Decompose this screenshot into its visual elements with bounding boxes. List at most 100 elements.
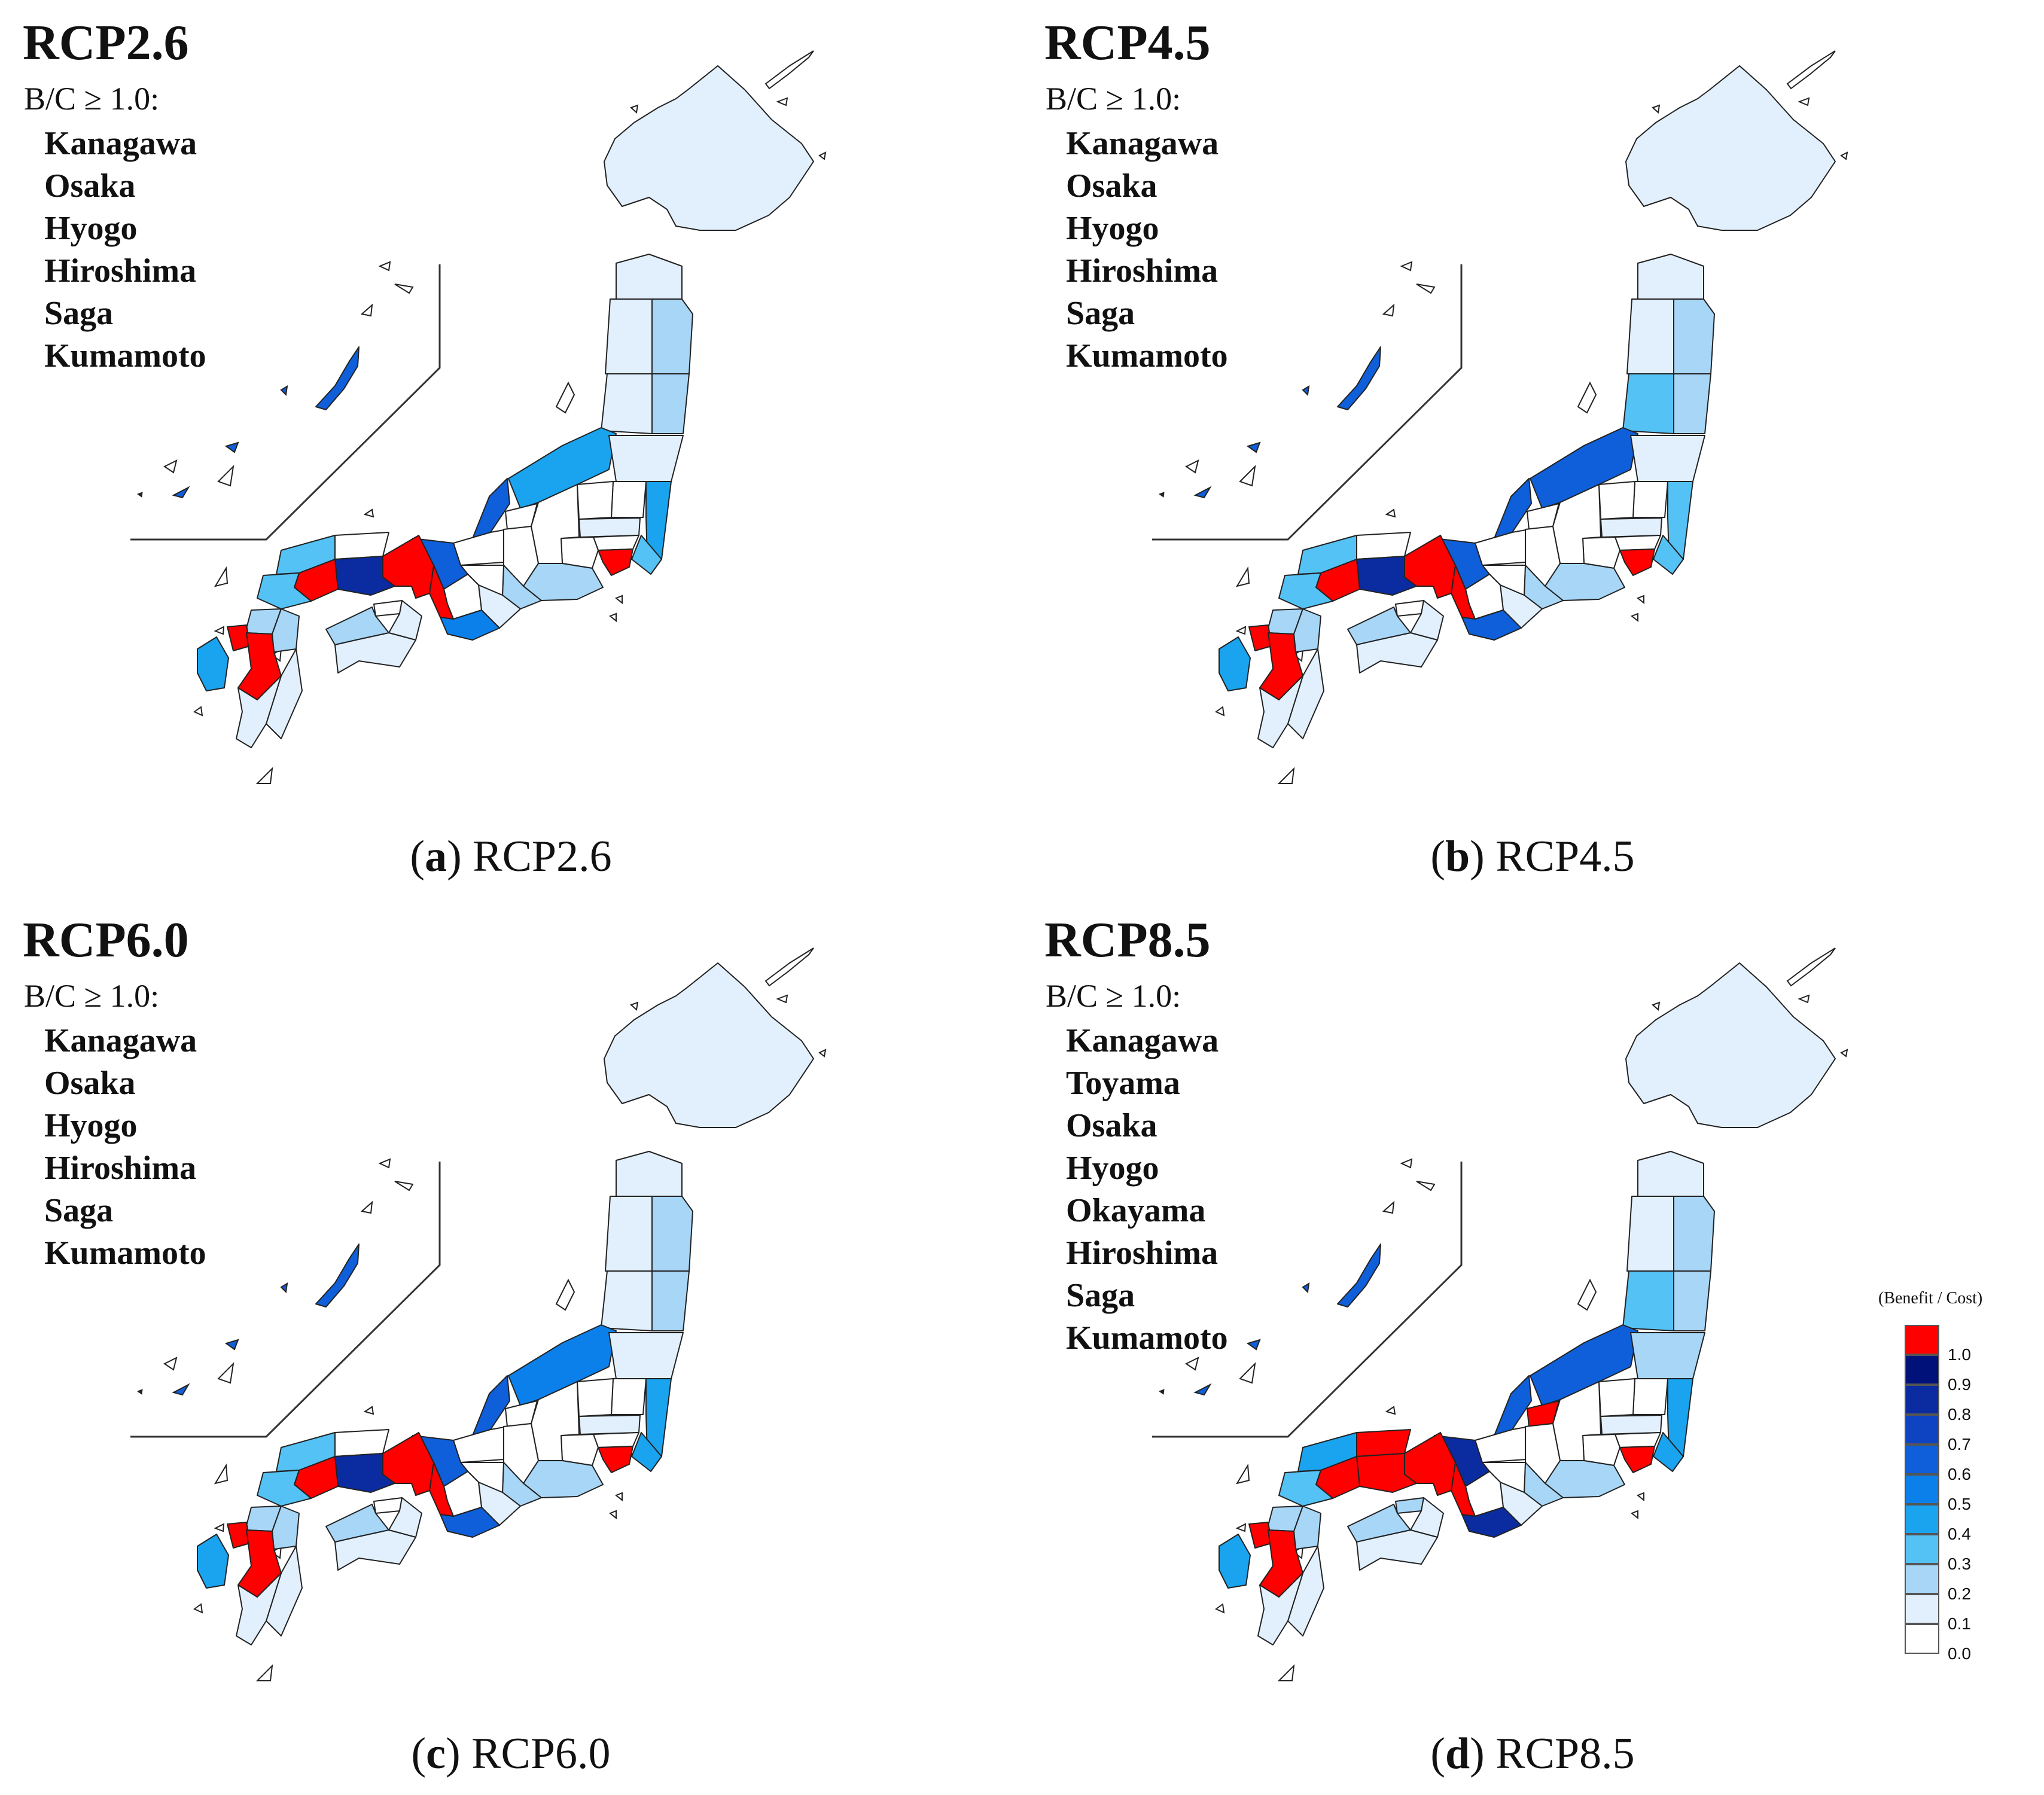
minor-island bbox=[1385, 508, 1396, 518]
minor-island bbox=[1416, 284, 1436, 294]
prefecture-kochi bbox=[1356, 1529, 1438, 1571]
caption-letter: c bbox=[426, 1729, 446, 1778]
prefecture-wakayama bbox=[440, 609, 500, 641]
caption-text: RCP8.5 bbox=[1495, 1729, 1635, 1778]
minor-island bbox=[163, 1357, 178, 1371]
caption-text: RCP4.5 bbox=[1495, 832, 1635, 881]
prefecture-yamaguchi bbox=[257, 572, 312, 609]
minor-island bbox=[214, 1463, 229, 1485]
legend-value: 0.0 bbox=[1948, 1644, 1971, 1663]
minor-island bbox=[818, 1049, 827, 1058]
prefecture-kagoshima bbox=[236, 675, 282, 748]
minor-island bbox=[255, 1664, 273, 1681]
japan-map-c bbox=[130, 947, 827, 1681]
minor-island bbox=[1416, 1181, 1436, 1191]
prefecture-tottori bbox=[1356, 532, 1411, 560]
prefecture-list: Kanagawa Osaka Hyogo Hiroshima Saga Kumamoto bbox=[44, 123, 206, 377]
map-panel-c: RCP6.0 B/C ≥ 1.0: Kanagawa Osaka Hyogo Hirosh… bbox=[0, 897, 1022, 1794]
minor-island bbox=[1798, 97, 1810, 106]
prefecture-akita bbox=[1626, 1196, 1674, 1272]
prefecture-nagasaki bbox=[197, 1534, 229, 1589]
prefecture-tokyo bbox=[1615, 535, 1661, 551]
prefecture-kanagawa bbox=[598, 1446, 633, 1473]
prefecture-list-item: Kumamoto bbox=[1066, 337, 1228, 374]
map-panel-a: RCP2.6 B/C ≥ 1.0: Kanagawa Osaka Hyogo Hirosh… bbox=[0, 0, 1022, 897]
prefecture-list-item: Osaka bbox=[44, 167, 136, 205]
prefecture-fukushima bbox=[608, 1332, 684, 1379]
prefecture-list-item: Hyogo bbox=[1066, 210, 1159, 247]
prefecture-hokkaido bbox=[604, 962, 814, 1128]
prefecture-list-item: Hiroshima bbox=[1066, 252, 1219, 289]
minor-island bbox=[1631, 1510, 1638, 1520]
okinawa-islet bbox=[136, 1389, 143, 1395]
prefecture-fukushima bbox=[1630, 435, 1705, 482]
prefecture-yamagata bbox=[1622, 1270, 1674, 1331]
legend-value: 0.8 bbox=[1948, 1405, 1971, 1424]
panel-caption: (c) RCP6.0 bbox=[411, 1729, 611, 1778]
prefecture-fukui bbox=[453, 1426, 508, 1463]
minor-island bbox=[615, 1492, 623, 1502]
minor-island bbox=[378, 261, 391, 272]
legend-swatch bbox=[1905, 1624, 1939, 1654]
minor-island bbox=[214, 626, 225, 635]
prefecture-fukushima bbox=[1630, 1332, 1705, 1379]
minor-island bbox=[193, 1603, 203, 1614]
minor-island bbox=[1235, 1523, 1247, 1532]
legend-value: 0.3 bbox=[1948, 1555, 1971, 1573]
prefecture-list-item: Saga bbox=[44, 1192, 114, 1229]
prefecture-kagawa bbox=[1395, 1497, 1424, 1514]
prefecture-gunma bbox=[1598, 481, 1635, 520]
prefecture-nagasaki bbox=[1219, 1534, 1251, 1589]
prefecture-list-item: Kumamoto bbox=[1066, 1319, 1228, 1357]
minor-island bbox=[1382, 1200, 1395, 1214]
prefecture-kagawa bbox=[373, 1497, 403, 1514]
prefecture-list: Kanagawa Osaka Hyogo Hiroshima Saga Kumamoto bbox=[1066, 123, 1228, 377]
prefecture-tochigi bbox=[611, 1378, 647, 1415]
prefecture-yamagata bbox=[601, 373, 653, 434]
minor-island bbox=[1786, 50, 1836, 90]
legend-value: 0.6 bbox=[1948, 1465, 1971, 1483]
prefecture-yamaguchi bbox=[257, 1470, 312, 1507]
minor-island bbox=[1215, 1603, 1225, 1614]
legend-value: 1.0 bbox=[1948, 1345, 1971, 1364]
okinawa-island bbox=[224, 1339, 239, 1351]
prefecture-iwate bbox=[651, 298, 693, 374]
minor-island bbox=[394, 284, 414, 294]
prefecture-nagasaki bbox=[1219, 636, 1251, 691]
minor-island bbox=[609, 612, 617, 623]
minor-island bbox=[555, 1278, 575, 1311]
legend-value: 0.1 bbox=[1948, 1614, 1971, 1633]
minor-island bbox=[1277, 767, 1295, 784]
prefecture-list-item: Toyama bbox=[1066, 1065, 1180, 1102]
caption-letter: d bbox=[1445, 1729, 1470, 1778]
minor-island bbox=[818, 151, 827, 160]
prefecture-list-item: Hiroshima bbox=[44, 252, 197, 289]
prefecture-list-item: Osaka bbox=[1066, 1107, 1157, 1144]
map-panel-b: RCP4.5 B/C ≥ 1.0: Kanagawa Osaka Hyogo Hirosh… bbox=[1022, 0, 2043, 897]
legend-swatch bbox=[1905, 1355, 1939, 1385]
minor-island bbox=[630, 1001, 639, 1011]
minor-island bbox=[1577, 381, 1597, 414]
prefecture-tochigi bbox=[1632, 481, 1668, 518]
prefecture-kochi bbox=[334, 1529, 416, 1571]
minor-island bbox=[1840, 151, 1848, 160]
prefecture-aomori bbox=[616, 1151, 683, 1197]
prefecture-list: Kanagawa Toyama Osaka Hyogo Okayama Hiroshima… bbox=[1066, 1020, 1228, 1360]
okinawa-island bbox=[1193, 486, 1212, 499]
prefecture-fukui bbox=[1475, 1426, 1530, 1463]
prefecture-fukushima bbox=[608, 435, 684, 482]
bc-threshold-label: B/C ≥ 1.0: bbox=[24, 978, 160, 1014]
minor-island bbox=[394, 1181, 414, 1191]
minor-island bbox=[1652, 1001, 1661, 1011]
prefecture-wakayama bbox=[1461, 609, 1522, 641]
okinawa-inset-border bbox=[130, 264, 441, 541]
prefecture-kochi bbox=[1356, 632, 1438, 673]
prefecture-iwate bbox=[651, 1196, 693, 1272]
prefecture-kanagawa bbox=[598, 548, 633, 576]
prefecture-yamagata bbox=[1622, 373, 1674, 434]
prefecture-kanagawa bbox=[1619, 548, 1655, 576]
okinawa-island bbox=[1246, 1339, 1261, 1351]
prefecture-list-item: Hyogo bbox=[44, 210, 138, 247]
minor-island bbox=[363, 508, 374, 518]
prefecture-akita bbox=[1626, 298, 1674, 374]
